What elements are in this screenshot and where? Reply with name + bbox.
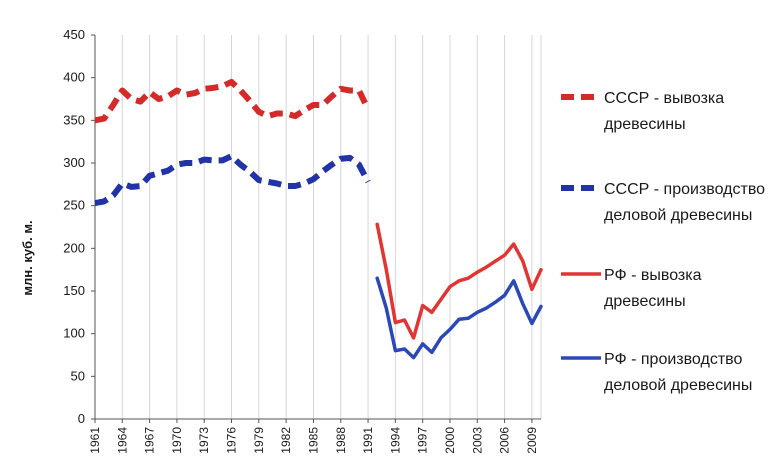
x-tick-label: 1970	[170, 427, 184, 454]
legend-label: деловой древесины	[604, 377, 752, 394]
legend-label: СССР - производство	[604, 181, 765, 198]
y-tick-label: 250	[63, 198, 85, 213]
x-tick-label: 1976	[225, 427, 239, 454]
y-tick-label: 200	[63, 240, 85, 255]
y-tick-label: 400	[63, 70, 85, 85]
x-tick-label: 1985	[306, 427, 320, 454]
legend-item-2: СССР - производство деловой древесины	[561, 181, 765, 224]
legend-item-1: СССР - вывозка древесины	[561, 90, 724, 133]
legend: СССР - вывозка древесины СССР - производст…	[561, 90, 765, 394]
x-tick-label: 2003	[470, 427, 484, 454]
x-tick-label: 2009	[525, 427, 539, 454]
y-tick-label: 350	[63, 112, 85, 127]
x-tick-label: 2000	[443, 427, 457, 454]
series-line-3	[375, 222, 543, 340]
grid	[94, 35, 542, 419]
x-tick-label: 1979	[252, 427, 266, 454]
x-tick-label: 1997	[416, 427, 430, 454]
x-tick-label: 2006	[498, 427, 512, 454]
axes	[91, 34, 541, 423]
series-lines	[94, 78, 543, 360]
series-line-1	[94, 78, 371, 124]
x-tick-label: 1988	[334, 427, 348, 454]
tick-labels: 0 50 100 150 200 250 300 350 400 450 1961 1964 1967 1…	[63, 27, 539, 454]
legend-item-4: РФ - производство деловой древесины	[561, 351, 752, 394]
series-line-4	[375, 276, 543, 360]
legend-item-3: РФ - вывозка древесины	[561, 267, 702, 310]
legend-label: РФ - вывозка	[604, 267, 702, 284]
legend-label: древесины	[604, 293, 686, 310]
x-tick-label: 1964	[115, 427, 129, 454]
legend-label: РФ - производство	[604, 351, 742, 368]
x-tick-label: 1973	[197, 427, 211, 454]
y-tick-label: 100	[63, 326, 85, 341]
y-tick-label: 0	[78, 411, 85, 426]
legend-label: СССР - вывозка	[604, 90, 724, 107]
legend-label: древесины	[604, 116, 686, 133]
y-tick-label: 300	[63, 155, 85, 170]
y-tick-label: 150	[63, 283, 85, 298]
x-tick-label: 1994	[388, 427, 402, 454]
legend-label: деловой древесины	[604, 207, 752, 224]
x-tick-label: 1967	[143, 427, 157, 454]
y-tick-label: 450	[63, 27, 85, 42]
y-tick-label: 50	[71, 368, 85, 383]
x-tick-label: 1982	[279, 427, 293, 454]
x-tick-label: 1991	[361, 427, 375, 454]
x-tick-label: 1961	[88, 427, 102, 454]
y-axis-label: млн. куб. м.	[20, 220, 35, 295]
